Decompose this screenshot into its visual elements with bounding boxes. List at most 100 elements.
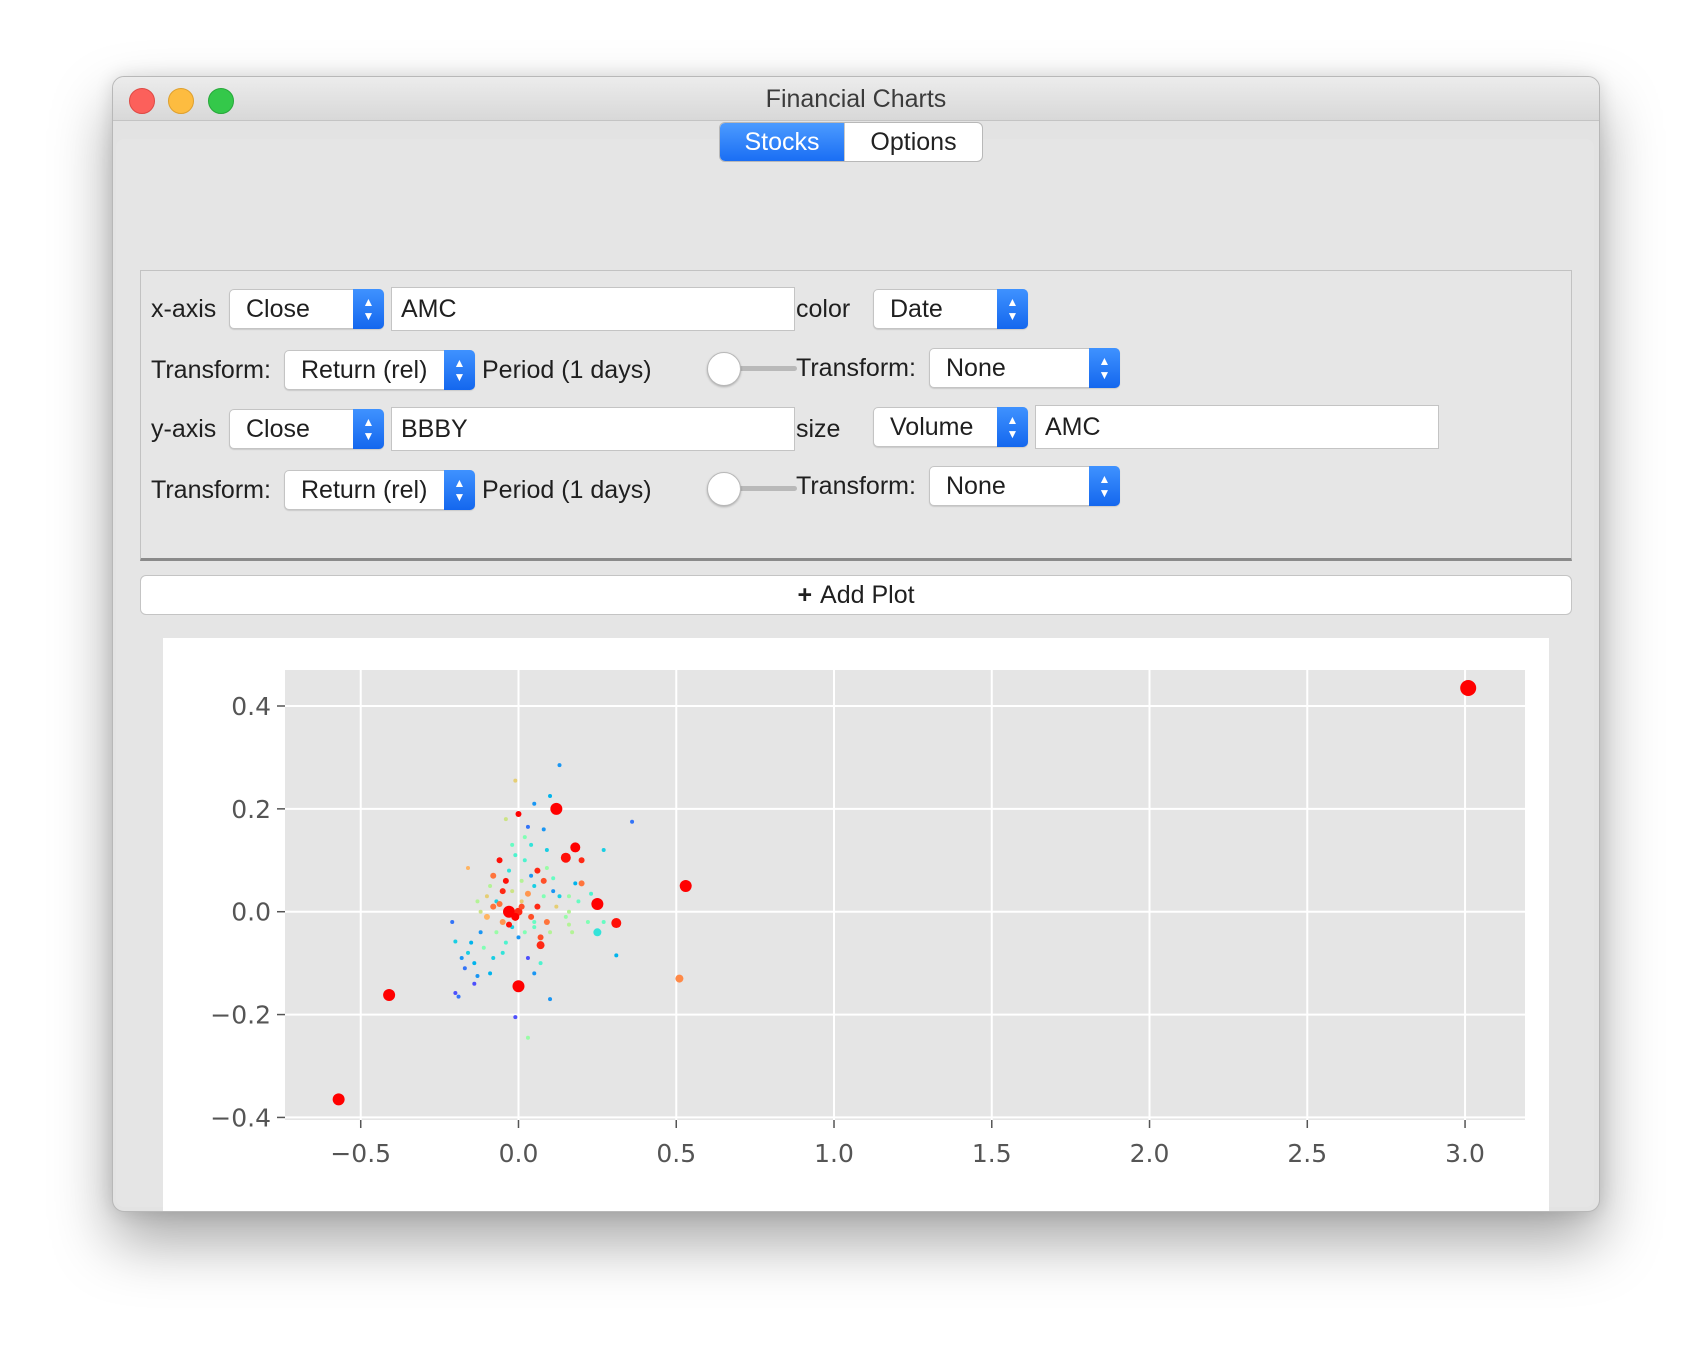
close-window-button[interactable] [129,88,155,114]
scatter-point [548,997,553,1002]
window-title: Financial Charts [765,85,947,113]
y-tick-label: −0.4 [210,1103,271,1132]
scatter-point [518,903,525,910]
select-arrows-icon: ▲ ▼ [1089,348,1120,388]
scatter-point [450,920,455,924]
size-transform-select[interactable]: None ▲ ▼ [929,466,1120,506]
scatter-point [578,880,585,887]
select-arrows-icon: ▲ ▼ [997,407,1028,447]
scatter-point [499,919,506,925]
scatter-point [513,778,518,783]
y-symbol-value: BBBY [401,415,468,443]
select-arrows-icon: ▲ ▼ [444,350,475,390]
scatter-point [578,857,585,864]
y-period-slider[interactable] [707,471,801,507]
scatter-point [566,909,571,914]
scatter-point [532,884,537,888]
scatter-point [506,921,513,928]
zoom-window-button[interactable] [208,88,234,114]
scatter-point [525,824,530,829]
scatter-point [601,848,606,852]
scatter-point [611,918,622,929]
app-window: Financial Charts Stocks Options x-axis C… [112,76,1600,1212]
x-tick-label: −0.5 [330,1139,391,1168]
x-symbol-input[interactable]: AMC [391,287,795,331]
y-symbol-input[interactable]: BBBY [391,407,795,451]
minimize-window-button[interactable] [168,88,194,114]
scatter-point [630,819,635,824]
size-field-value: Volume [890,413,974,441]
select-arrows-icon: ▲ ▼ [353,409,384,449]
scatter-point [525,956,530,960]
x-tick-label: 0.5 [656,1139,696,1168]
scatter-point [488,971,493,976]
scatter-point [511,912,520,921]
size-symbol-value: AMC [1045,413,1101,441]
select-arrows-icon: ▲ ▼ [353,289,384,329]
scatter-point [383,989,396,1002]
slider-knob[interactable] [707,472,741,506]
x-transform-value: Return (rel) [301,356,428,384]
scatter-point [490,903,497,910]
scatter-point [513,1015,518,1020]
select-arrows-icon: ▲ ▼ [997,289,1028,329]
scatter-point [475,899,480,904]
scatter-point [557,763,562,768]
scatter-point [496,857,503,864]
scatter-point [563,914,568,919]
scatter-point [537,934,544,941]
plot-area [285,670,1525,1120]
y-tick-label: −0.2 [210,1001,271,1030]
add-plot-label: Add Plot [820,581,915,609]
y-transform-select[interactable]: Return (rel) ▲ ▼ [284,470,475,510]
scatter-point [510,889,515,894]
scatter-point [538,961,543,966]
add-plot-button[interactable]: + Add Plot [140,575,1572,615]
scatter-point [466,950,471,955]
scatter-point [529,842,534,847]
scatter-point [500,950,505,955]
tab-stocks[interactable]: Stocks [720,123,844,161]
y-field-select[interactable]: Close ▲ ▼ [229,409,384,449]
slider-knob[interactable] [707,352,741,386]
size-transform-label: Transform: [796,472,916,500]
scatter-point [469,940,474,945]
y-transform-value: Return (rel) [301,476,428,504]
x-tick-label: 2.5 [1287,1139,1327,1168]
x-tick-label: 0.0 [499,1139,539,1168]
scatter-point [589,891,594,896]
y-axis-label: y-axis [151,415,217,443]
size-label: size [796,415,841,443]
plot-canvas: −0.5 0.0 0.5 1.0 1.5 2.0 2.5 3.0 −0.4 −0.2 0.0 0.2 0… [163,638,1549,1211]
scatter-point [478,930,483,935]
scatter-point [557,894,562,899]
scatter-point [522,835,527,840]
title-bar: Financial Charts [113,77,1599,121]
scatter-point [496,901,503,907]
scatter-point [472,961,477,966]
color-transform-label: Transform: [796,354,916,382]
x-field-select[interactable]: Close ▲ ▼ [229,289,384,329]
x-transform-select[interactable]: Return (rel) ▲ ▼ [284,350,475,390]
scatter-point [532,925,537,930]
scatter-point [525,1035,530,1040]
color-field-select[interactable]: Date ▲ ▼ [873,289,1028,329]
scatter-point [560,852,571,863]
slider-track [717,366,797,371]
scatter-point [593,928,602,937]
x-period-slider[interactable] [707,351,801,387]
size-field-select[interactable]: Volume ▲ ▼ [873,407,1028,447]
scatter-point [462,966,467,971]
color-field-value: Date [890,295,943,323]
x-tick-label: 1.0 [814,1139,854,1168]
size-symbol-input[interactable]: AMC [1035,405,1439,449]
scatter-point [528,913,535,920]
scatter-point [507,868,512,873]
scatter-point [503,817,508,822]
tab-options[interactable]: Options [844,123,982,161]
scatter-point [484,894,489,899]
scatter-chart: −0.5 0.0 0.5 1.0 1.5 2.0 2.5 3.0 −0.4 −0.2 0.0 0.2 0… [210,670,1525,1168]
scatter-point [614,953,619,958]
scatter-point [566,922,571,927]
color-transform-select[interactable]: None ▲ ▼ [929,348,1120,388]
